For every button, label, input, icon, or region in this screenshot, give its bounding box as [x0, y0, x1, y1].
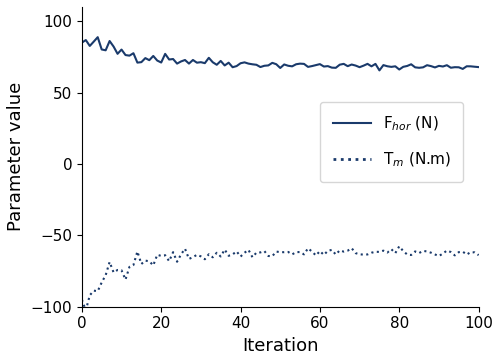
T$_{m}$ (N.m) — [321, 253, 327, 257]
Legend: F$_{hor}$ (N), T$_{m}$ (N.m): F$_{hor}$ (N), T$_{m}$ (N.m) — [320, 102, 463, 182]
Y-axis label: Parameter value: Parameter value — [7, 82, 25, 231]
T$_{m}$ (N.m) — [476, 253, 482, 257]
X-axis label: Iteration: Iteration — [242, 337, 318, 355]
F$_{hor}$ (N) — [94, 35, 100, 39]
F$_{hor}$ (N) — [266, 63, 272, 68]
T$_{m}$ (N.m) — [396, 244, 402, 248]
T$_{m}$ (N.m) — [266, 254, 272, 258]
F$_{hor}$ (N) — [376, 68, 382, 72]
Line: T$_{m}$ (N.m): T$_{m}$ (N.m) — [82, 246, 478, 310]
F$_{hor}$ (N) — [182, 58, 188, 62]
F$_{hor}$ (N) — [79, 41, 85, 45]
F$_{hor}$ (N) — [476, 65, 482, 69]
F$_{hor}$ (N) — [384, 64, 390, 68]
F$_{hor}$ (N) — [110, 45, 116, 49]
F$_{hor}$ (N) — [321, 64, 327, 69]
Line: F$_{hor}$ (N): F$_{hor}$ (N) — [82, 37, 478, 70]
T$_{m}$ (N.m) — [360, 252, 366, 257]
T$_{m}$ (N.m) — [79, 298, 85, 302]
T$_{m}$ (N.m) — [380, 248, 386, 253]
T$_{m}$ (N.m) — [110, 270, 116, 275]
T$_{m}$ (N.m) — [182, 247, 188, 251]
T$_{m}$ (N.m) — [83, 308, 89, 312]
F$_{hor}$ (N) — [360, 63, 366, 68]
